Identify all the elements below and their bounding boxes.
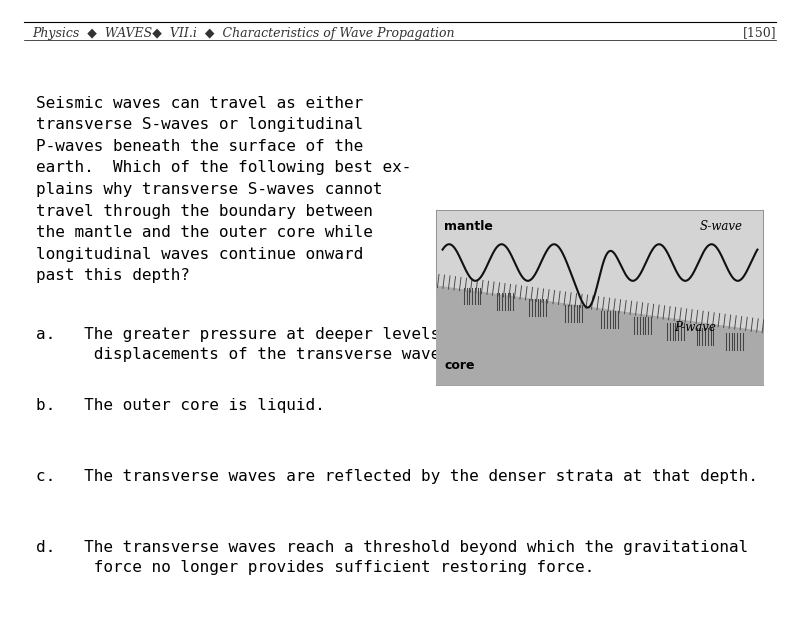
Text: d.   The transverse waves reach a threshold beyond which the gravitational
     : d. The transverse waves reach a threshol… — [36, 540, 748, 574]
Text: Physics  ◆  WAVES◆  VII.i  ◆  Characteristics of Wave Propagation: Physics ◆ WAVES◆ VII.i ◆ Characteristics… — [32, 27, 454, 39]
Text: S-wave: S-wave — [700, 220, 743, 233]
Text: c.   The transverse waves are reflected by the denser strata at that depth.: c. The transverse waves are reflected by… — [36, 469, 758, 484]
Text: a.   The greater pressure at deeper levels opposes the perpendicular
      displ: a. The greater pressure at deeper levels… — [36, 327, 690, 362]
Text: Seismic waves can travel as either
transverse S-waves or longitudinal
P-waves be: Seismic waves can travel as either trans… — [36, 96, 411, 283]
Text: [150]: [150] — [742, 27, 776, 39]
Text: mantle: mantle — [444, 220, 493, 233]
Text: b.   The outer core is liquid.: b. The outer core is liquid. — [36, 398, 325, 413]
Polygon shape — [436, 286, 764, 386]
Text: core: core — [444, 359, 474, 372]
Text: P-wave: P-wave — [674, 321, 716, 334]
